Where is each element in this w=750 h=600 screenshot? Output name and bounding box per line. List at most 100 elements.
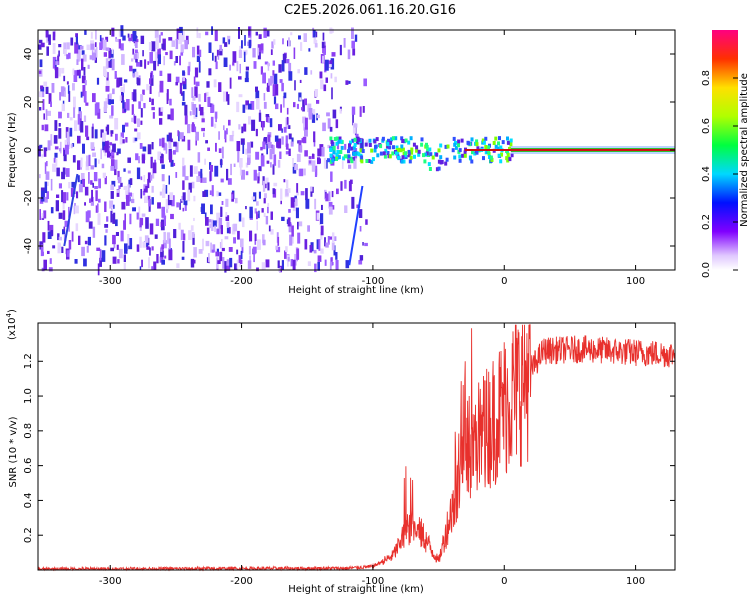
spectrogram-cell	[348, 164, 352, 169]
spectrogram-cell	[304, 127, 308, 137]
spectrogram-cell	[267, 206, 269, 214]
spectrogram-cell	[202, 191, 206, 197]
spectrogram-cell	[311, 160, 316, 172]
spectrogram-cell	[267, 63, 270, 67]
spectrogram-cell	[120, 230, 124, 242]
spectrogram-cell	[63, 226, 66, 231]
spectrogram-cell	[97, 108, 101, 119]
spectrogram-cell	[271, 41, 274, 49]
spectrogram-hotspot	[335, 157, 338, 161]
spectrogram-cell	[39, 174, 41, 179]
spectrogram-cell	[176, 202, 179, 208]
spectrogram-cell	[291, 137, 294, 144]
spectrogram-cell	[143, 175, 146, 182]
snr-y-tick-label: 0.4	[23, 492, 34, 508]
spectrogram-cell	[245, 206, 247, 210]
spectrogram-hotspot	[381, 136, 385, 141]
spectrogram-cell	[82, 54, 87, 62]
spectrogram-cell	[281, 136, 284, 145]
spectrogram-cell	[277, 260, 280, 269]
spectrogram-cell	[168, 37, 173, 41]
spectrogram-cell	[245, 71, 249, 80]
spectrogram-cell	[362, 242, 364, 246]
spectrogram-cell	[72, 68, 75, 76]
spectrogram-cell	[124, 108, 127, 112]
spectrogram-cell	[53, 135, 58, 144]
spectrogram-cell	[312, 153, 314, 158]
spectrogram-cell	[156, 254, 159, 264]
spectrogram-cell	[116, 79, 120, 88]
spectrogram-cell	[209, 223, 212, 229]
spectrogram-hotspot	[501, 140, 505, 145]
spectrogram-cell	[70, 188, 75, 197]
spectrogram-cell	[44, 124, 49, 132]
spectrogram-cell	[117, 148, 121, 154]
spectrogram-cell	[149, 97, 151, 102]
spectrogram-cell	[136, 132, 141, 140]
spectrogram-cell	[236, 101, 240, 113]
spectrogram-cell	[84, 80, 87, 86]
spectrogram-cell	[46, 181, 49, 186]
spectrogram-cell	[151, 185, 154, 193]
spectrogram-cell	[78, 123, 81, 131]
spectrogram-hotspot	[349, 156, 353, 161]
spectrogram-cell	[238, 124, 241, 130]
spectrogram-cell	[69, 127, 73, 137]
spectrogram-cell	[182, 207, 185, 212]
spectrogram-cell	[64, 91, 66, 97]
spectrogram-cell	[275, 245, 279, 250]
spectrogram-cell	[140, 189, 143, 199]
spectrogram-cell	[332, 232, 335, 243]
spectrogram-cell	[70, 143, 73, 149]
spectrogram-cell	[219, 44, 222, 52]
spectrogram-hotspot	[494, 144, 498, 149]
spectrogram-hotspot	[407, 149, 411, 154]
spectrogram-cell	[236, 61, 239, 72]
spectrogram-cell	[157, 151, 161, 160]
spectrogram-hotspot	[454, 145, 458, 150]
spectrogram-cell	[134, 115, 137, 124]
spectrogram-cell	[245, 148, 248, 155]
spectrogram-hotspot	[407, 140, 411, 145]
spectrogram-cell	[131, 58, 134, 62]
spectrogram-hotspot	[437, 148, 441, 153]
spectrogram-cell	[61, 246, 64, 253]
spectrogram-cell	[222, 37, 226, 44]
spectrogram-hotspot	[499, 145, 503, 150]
spectrogram-cell	[273, 39, 276, 45]
spectrogram-cell	[121, 54, 125, 65]
spectrogram-y-tick-label: -20	[23, 190, 34, 206]
spectrogram-hotspot	[339, 139, 343, 144]
spectrogram-cell	[114, 118, 119, 130]
spectrogram-cell	[195, 131, 199, 141]
spectrogram-cell	[266, 143, 268, 155]
spectrogram-cell	[121, 201, 126, 210]
spectrogram-cell	[116, 189, 120, 193]
spectrogram-cell	[154, 234, 158, 239]
spectrogram-cell	[93, 172, 98, 182]
spectrogram-cell	[66, 131, 70, 143]
spectrogram-cell	[97, 203, 99, 213]
spectrogram-cell	[88, 172, 90, 184]
spectrogram-cell	[102, 39, 107, 51]
spectrogram-cell	[279, 151, 282, 159]
spectrogram-cell	[189, 165, 193, 177]
spectrogram-cell	[117, 259, 120, 264]
spectrogram-cell	[298, 92, 302, 102]
spectrogram-cell	[55, 200, 59, 212]
spectrogram-cell	[99, 35, 102, 42]
spectrogram-cell	[256, 220, 258, 231]
spectrogram-cell	[359, 106, 362, 117]
spectrogram-cell	[227, 178, 232, 185]
spectrogram-cell	[97, 213, 101, 225]
spectrogram-hotspot	[509, 138, 513, 143]
spectrogram-cell	[331, 191, 334, 198]
spectrogram-cell	[141, 213, 146, 217]
spectrogram-cell	[127, 170, 131, 174]
spectrogram-cell	[218, 131, 220, 140]
spectrogram-x-tick-label: -100	[362, 276, 385, 287]
spectrogram-cell	[122, 92, 124, 103]
spectrogram-cell	[263, 137, 267, 144]
spectrogram-cell	[210, 116, 214, 127]
